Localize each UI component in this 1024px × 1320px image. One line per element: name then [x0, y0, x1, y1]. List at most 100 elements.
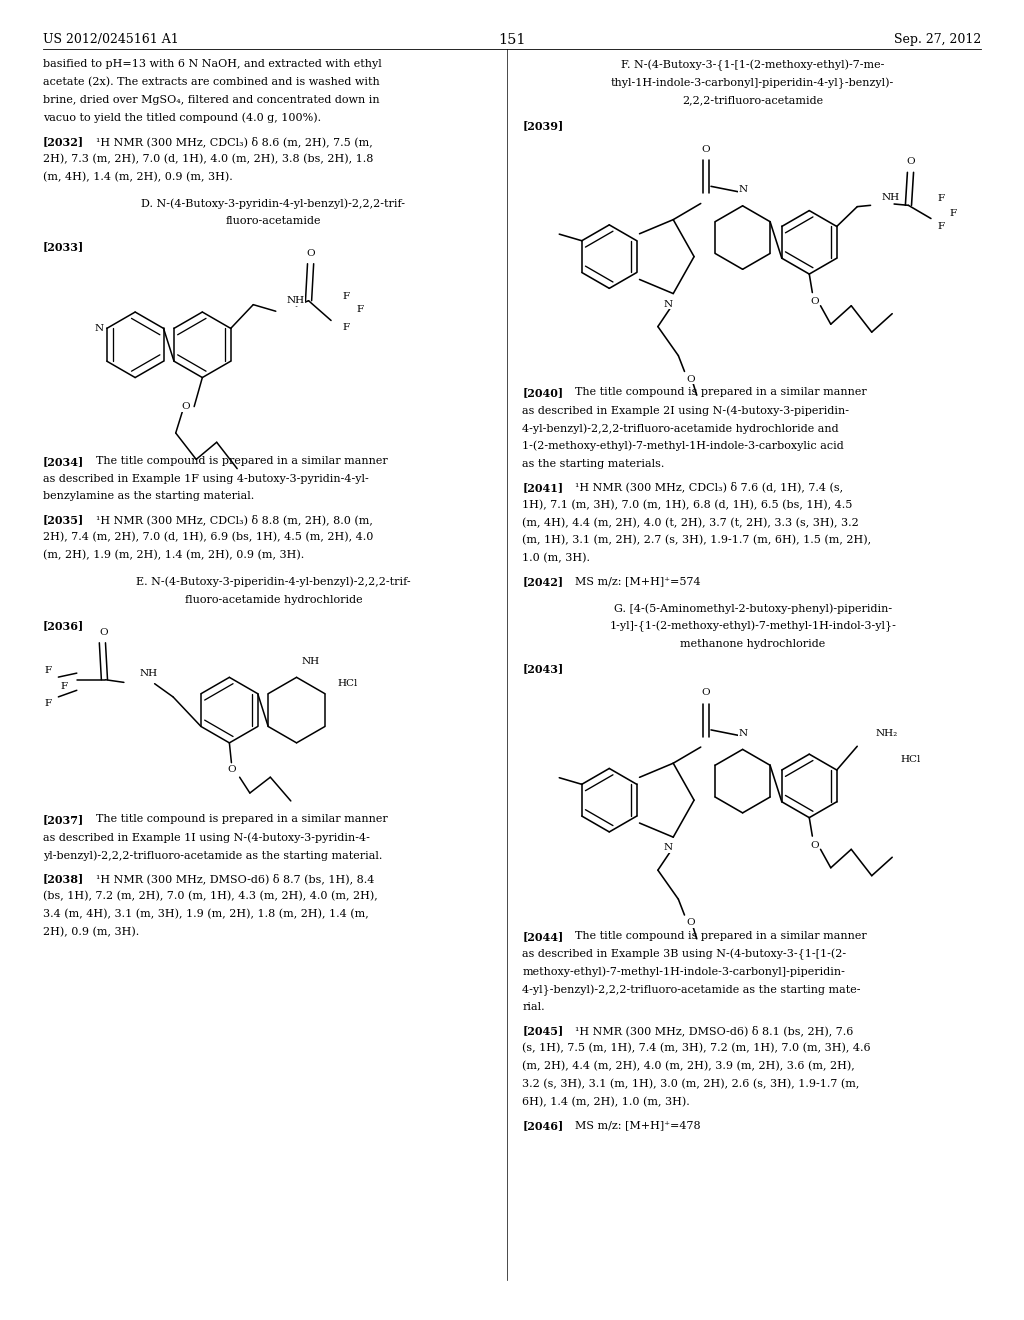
Text: O: O — [701, 145, 711, 154]
Text: O: O — [181, 403, 190, 411]
Text: as described in Example 2I using N-(4-butoxy-3-piperidin-: as described in Example 2I using N-(4-bu… — [522, 405, 849, 416]
Text: F: F — [356, 305, 364, 314]
Text: (s, 1H), 7.5 (m, 1H), 7.4 (m, 3H), 7.2 (m, 1H), 7.0 (m, 3H), 4.6: (s, 1H), 7.5 (m, 1H), 7.4 (m, 3H), 7.2 (… — [522, 1043, 870, 1053]
Text: [2046]: [2046] — [522, 1119, 563, 1131]
Text: The title compound is prepared in a similar manner: The title compound is prepared in a simi… — [96, 814, 388, 825]
Text: thyl-1H-indole-3-carbonyl]-piperidin-4-yl}-benzyl)-: thyl-1H-indole-3-carbonyl]-piperidin-4-y… — [611, 77, 894, 88]
Text: ¹H NMR (300 MHz, DMSO-d6) δ 8.7 (bs, 1H), 8.4: ¹H NMR (300 MHz, DMSO-d6) δ 8.7 (bs, 1H)… — [96, 874, 375, 884]
Text: methoxy-ethyl)-7-methyl-1H-indole-3-carbonyl]-piperidin-: methoxy-ethyl)-7-methyl-1H-indole-3-carb… — [522, 966, 845, 977]
Text: O: O — [99, 628, 108, 636]
Text: [2040]: [2040] — [522, 387, 563, 399]
Text: 1-(2-methoxy-ethyl)-7-methyl-1H-indole-3-carboxylic acid: 1-(2-methoxy-ethyl)-7-methyl-1H-indole-3… — [522, 441, 844, 451]
Text: (bs, 1H), 7.2 (m, 2H), 7.0 (m, 1H), 4.3 (m, 2H), 4.0 (m, 2H),: (bs, 1H), 7.2 (m, 2H), 7.0 (m, 1H), 4.3 … — [43, 891, 378, 902]
Text: [2039]: [2039] — [522, 120, 563, 131]
Text: N: N — [94, 323, 103, 333]
Text: F: F — [61, 682, 68, 690]
Text: 3.4 (m, 4H), 3.1 (m, 3H), 1.9 (m, 2H), 1.8 (m, 2H), 1.4 (m,: 3.4 (m, 4H), 3.1 (m, 3H), 1.9 (m, 2H), 1… — [43, 909, 369, 919]
Text: rial.: rial. — [522, 1002, 545, 1012]
Text: NH₂: NH₂ — [876, 729, 898, 738]
Text: [2045]: [2045] — [522, 1026, 563, 1036]
Text: vacuo to yield the titled compound (4.0 g, 100%).: vacuo to yield the titled compound (4.0 … — [43, 112, 322, 124]
Text: O: O — [306, 248, 315, 257]
Text: (m, 4H), 4.4 (m, 2H), 4.0 (t, 2H), 3.7 (t, 2H), 3.3 (s, 3H), 3.2: (m, 4H), 4.4 (m, 2H), 4.0 (t, 2H), 3.7 (… — [522, 517, 859, 528]
Text: E. N-(4-Butoxy-3-piperidin-4-yl-benzyl)-2,2,2-trif-: E. N-(4-Butoxy-3-piperidin-4-yl-benzyl)-… — [136, 577, 411, 587]
Text: acetate (2x). The extracts are combined and is washed with: acetate (2x). The extracts are combined … — [43, 77, 380, 87]
Text: F: F — [45, 667, 51, 675]
Text: (m, 1H), 3.1 (m, 2H), 2.7 (s, 3H), 1.9-1.7 (m, 6H), 1.5 (m, 2H),: (m, 1H), 3.1 (m, 2H), 2.7 (s, 3H), 1.9-1… — [522, 535, 871, 545]
Text: [2036]: [2036] — [43, 619, 84, 631]
Text: F: F — [938, 222, 945, 231]
Text: 1H), 7.1 (m, 3H), 7.0 (m, 1H), 6.8 (d, 1H), 6.5 (bs, 1H), 4.5: 1H), 7.1 (m, 3H), 7.0 (m, 1H), 6.8 (d, 1… — [522, 499, 853, 510]
Text: 1.0 (m, 3H).: 1.0 (m, 3H). — [522, 553, 590, 564]
Text: (m, 2H), 4.4 (m, 2H), 4.0 (m, 2H), 3.9 (m, 2H), 3.6 (m, 2H),: (m, 2H), 4.4 (m, 2H), 4.0 (m, 2H), 3.9 (… — [522, 1061, 855, 1072]
Text: 3.2 (s, 3H), 3.1 (m, 1H), 3.0 (m, 2H), 2.6 (s, 3H), 1.9-1.7 (m,: 3.2 (s, 3H), 3.1 (m, 1H), 3.0 (m, 2H), 2… — [522, 1078, 859, 1089]
Text: yl-benzyl)-2,2,2-trifluoro-acetamide as the starting material.: yl-benzyl)-2,2,2-trifluoro-acetamide as … — [43, 850, 382, 861]
Text: 2H), 7.4 (m, 2H), 7.0 (d, 1H), 6.9 (bs, 1H), 4.5 (m, 2H), 4.0: 2H), 7.4 (m, 2H), 7.0 (d, 1H), 6.9 (bs, … — [43, 532, 374, 543]
Text: [2043]: [2043] — [522, 664, 563, 675]
Text: O: O — [227, 764, 236, 774]
Text: F: F — [938, 194, 945, 203]
Text: F. N-(4-Butoxy-3-{1-[1-(2-methoxy-ethyl)-7-me-: F. N-(4-Butoxy-3-{1-[1-(2-methoxy-ethyl)… — [621, 59, 885, 71]
Text: 1-yl]-{1-(2-methoxy-ethyl)-7-methyl-1H-indol-3-yl}-: 1-yl]-{1-(2-methoxy-ethyl)-7-methyl-1H-i… — [609, 620, 896, 632]
Text: 2H), 7.3 (m, 2H), 7.0 (d, 1H), 4.0 (m, 2H), 3.8 (bs, 2H), 1.8: 2H), 7.3 (m, 2H), 7.0 (d, 1H), 4.0 (m, 2… — [43, 154, 374, 164]
Text: fluoro-acetamide: fluoro-acetamide — [225, 216, 322, 226]
Text: as described in Example 1I using N-(4-butoxy-3-pyridin-4-: as described in Example 1I using N-(4-bu… — [43, 832, 370, 843]
Text: ¹H NMR (300 MHz, DMSO-d6) δ 8.1 (bs, 2H), 7.6: ¹H NMR (300 MHz, DMSO-d6) δ 8.1 (bs, 2H)… — [575, 1026, 854, 1036]
Text: [2041]: [2041] — [522, 482, 563, 492]
Text: ¹H NMR (300 MHz, CDCl₃) δ 8.8 (m, 2H), 8.0 (m,: ¹H NMR (300 MHz, CDCl₃) δ 8.8 (m, 2H), 8… — [96, 515, 373, 525]
Text: fluoro-acetamide hydrochloride: fluoro-acetamide hydrochloride — [184, 595, 362, 605]
Text: F: F — [343, 292, 350, 301]
Text: benzylamine as the starting material.: benzylamine as the starting material. — [43, 491, 254, 502]
Text: MS m/z: [M+H]⁺=478: MS m/z: [M+H]⁺=478 — [575, 1119, 701, 1130]
Text: [2034]: [2034] — [43, 455, 84, 467]
Text: as described in Example 3B using N-(4-butoxy-3-{1-[1-(2-: as described in Example 3B using N-(4-bu… — [522, 949, 847, 960]
Text: N: N — [738, 729, 748, 738]
Text: [2032]: [2032] — [43, 136, 84, 147]
Text: NH: NH — [302, 657, 319, 667]
Text: HCl: HCl — [338, 680, 357, 689]
Text: 6H), 1.4 (m, 2H), 1.0 (m, 3H).: 6H), 1.4 (m, 2H), 1.0 (m, 3H). — [522, 1097, 690, 1107]
Text: 2,2,2-trifluoro-acetamide: 2,2,2-trifluoro-acetamide — [682, 95, 823, 106]
Text: NH: NH — [139, 669, 158, 677]
Text: NH: NH — [882, 193, 900, 202]
Text: 2H), 0.9 (m, 3H).: 2H), 0.9 (m, 3H). — [43, 927, 139, 937]
Text: N: N — [664, 300, 673, 309]
Text: MS m/z: [M+H]⁺=574: MS m/z: [M+H]⁺=574 — [575, 577, 701, 586]
Text: Sep. 27, 2012: Sep. 27, 2012 — [894, 33, 981, 46]
Text: methanone hydrochloride: methanone hydrochloride — [680, 639, 825, 648]
Text: D. N-(4-Butoxy-3-pyridin-4-yl-benzyl)-2,2,2-trif-: D. N-(4-Butoxy-3-pyridin-4-yl-benzyl)-2,… — [141, 198, 406, 209]
Text: The title compound is prepared in a similar manner: The title compound is prepared in a simi… — [96, 455, 388, 466]
Text: basified to pH=13 with 6 N NaOH, and extracted with ethyl: basified to pH=13 with 6 N NaOH, and ext… — [43, 59, 382, 70]
Text: [2038]: [2038] — [43, 874, 84, 884]
Text: (m, 2H), 1.9 (m, 2H), 1.4 (m, 2H), 0.9 (m, 3H).: (m, 2H), 1.9 (m, 2H), 1.4 (m, 2H), 0.9 (… — [43, 550, 304, 561]
Text: (m, 4H), 1.4 (m, 2H), 0.9 (m, 3H).: (m, 4H), 1.4 (m, 2H), 0.9 (m, 3H). — [43, 172, 232, 182]
Text: O: O — [810, 841, 819, 850]
Text: [2042]: [2042] — [522, 577, 563, 587]
Text: 151: 151 — [499, 33, 525, 48]
Text: [2044]: [2044] — [522, 931, 563, 942]
Text: The title compound is prepared in a similar manner: The title compound is prepared in a simi… — [575, 387, 867, 397]
Text: NH: NH — [286, 296, 304, 305]
Text: O: O — [701, 689, 711, 697]
Text: O: O — [810, 297, 819, 306]
Text: O: O — [686, 919, 695, 928]
Text: N: N — [738, 186, 748, 194]
Text: brine, dried over MgSO₄, filtered and concentrated down in: brine, dried over MgSO₄, filtered and co… — [43, 95, 380, 106]
Text: 4-yl}-benzyl)-2,2,2-trifluoro-acetamide as the starting mate-: 4-yl}-benzyl)-2,2,2-trifluoro-acetamide … — [522, 985, 861, 995]
Text: as the starting materials.: as the starting materials. — [522, 458, 665, 469]
Text: HCl: HCl — [900, 755, 921, 764]
Text: as described in Example 1F using 4-butoxy-3-pyridin-4-yl-: as described in Example 1F using 4-butox… — [43, 474, 369, 483]
Text: ¹H NMR (300 MHz, CDCl₃) δ 7.6 (d, 1H), 7.4 (s,: ¹H NMR (300 MHz, CDCl₃) δ 7.6 (d, 1H), 7… — [575, 482, 844, 492]
Text: F: F — [45, 700, 51, 708]
Text: ¹H NMR (300 MHz, CDCl₃) δ 8.6 (m, 2H), 7.5 (m,: ¹H NMR (300 MHz, CDCl₃) δ 8.6 (m, 2H), 7… — [96, 136, 373, 147]
Text: F: F — [343, 322, 350, 331]
Text: US 2012/0245161 A1: US 2012/0245161 A1 — [43, 33, 179, 46]
Text: 4-yl-benzyl)-2,2,2-trifluoro-acetamide hydrochloride and: 4-yl-benzyl)-2,2,2-trifluoro-acetamide h… — [522, 422, 839, 433]
Text: G. [4-(5-Aminomethyl-2-butoxy-phenyl)-piperidin-: G. [4-(5-Aminomethyl-2-butoxy-phenyl)-pi… — [613, 603, 892, 614]
Text: [2033]: [2033] — [43, 242, 84, 252]
Text: [2035]: [2035] — [43, 515, 84, 525]
Text: F: F — [950, 209, 957, 218]
Text: N: N — [664, 843, 673, 853]
Text: O: O — [686, 375, 695, 384]
Text: O: O — [906, 157, 914, 166]
